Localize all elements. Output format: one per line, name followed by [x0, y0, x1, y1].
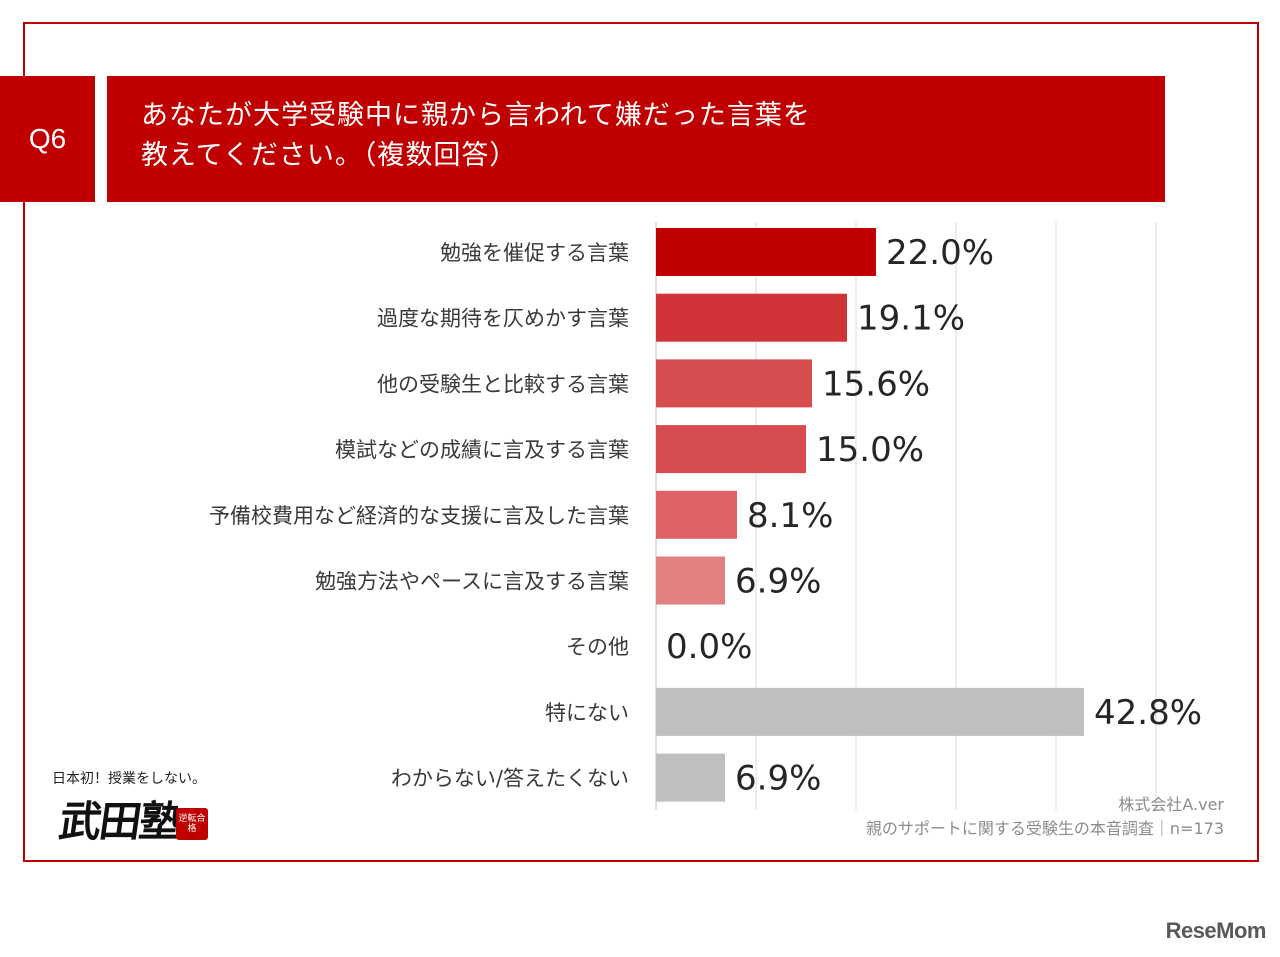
category-label: 勉強方法やペースに言及する言葉 [315, 570, 629, 594]
logo-wordmark: 武田塾 [56, 797, 184, 846]
value-label: 6.9% [735, 562, 821, 602]
company-name: 株式会社A.ver [1118, 795, 1224, 814]
logo-tagline: 日本初！授業をしない。 [52, 771, 206, 787]
question-title-line-1: あなたが大学受験中に親から言われて嫌だった言葉を [141, 100, 811, 131]
value-label: 19.1% [857, 299, 965, 339]
bar [656, 425, 806, 474]
category-label: 予備校費用など経済的な支援に言及した言葉 [209, 504, 629, 528]
category-label: 過度な期待を仄めかす言葉 [377, 307, 629, 331]
logo-stamp: 逆転合格 [176, 808, 208, 840]
survey-source: 親のサポートに関する受験生の本音調査｜n=173 [865, 819, 1224, 838]
category-label: わからない/答えたくない [391, 767, 629, 791]
value-label: 6.9% [735, 759, 821, 799]
category-label: 模試などの成績に言及する言葉 [335, 438, 629, 462]
category-label: その他 [566, 635, 629, 659]
chart-frame [23, 22, 1259, 862]
bar [656, 556, 725, 605]
bar [656, 753, 725, 802]
bar [656, 293, 847, 342]
resemom-watermark: ReseMom [1165, 918, 1267, 943]
value-label: 15.0% [816, 430, 924, 470]
value-label: 8.1% [747, 496, 833, 536]
question-number-badge: Q6 [0, 76, 95, 202]
category-label: 特にない [545, 701, 629, 725]
value-label: 42.8% [1094, 693, 1202, 733]
bar [656, 490, 737, 539]
category-label: 他の受験生と比較する言葉 [377, 372, 629, 396]
question-title-line-2: 教えてください。（複数回答） [141, 140, 518, 171]
value-label: 15.6% [822, 364, 930, 404]
value-label: 0.0% [666, 627, 752, 667]
question-title-box: あなたが大学受験中に親から言われて嫌だった言葉を 教えてください。（複数回答） [107, 76, 1165, 202]
value-label: 22.0% [886, 233, 994, 273]
category-label: 勉強を催促する言葉 [440, 241, 629, 265]
bar [656, 228, 876, 276]
bar [656, 359, 812, 408]
chart-footer: 株式会社A.ver 親のサポートに関する受験生の本音調査｜n=173 [866, 793, 1224, 841]
bar [656, 687, 1084, 736]
takedajuku-logo: 日本初！授業をしない。 武田塾 逆転合格 [52, 768, 222, 850]
